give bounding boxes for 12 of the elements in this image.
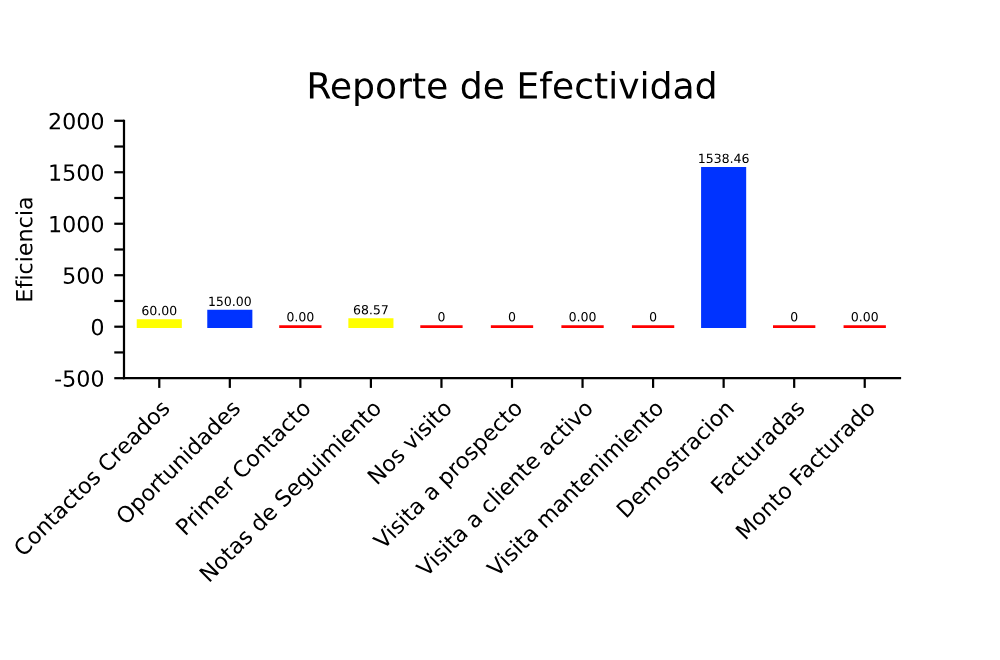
y-tick-label: 1500 [50, 164, 104, 182]
chart-title: Reporte de Efectividad [309, 71, 715, 107]
y-tick-label: 0 [91, 318, 104, 336]
bar [348, 318, 394, 329]
y-tick-label: 2000 [49, 112, 104, 130]
y-axis-title: Eficiencia [15, 198, 33, 301]
bar [701, 166, 747, 329]
y-tick-label: 1000 [50, 215, 104, 233]
bar [207, 309, 253, 329]
bar [136, 319, 182, 329]
y-tick-label: -500 [55, 370, 104, 387]
y-tick-label: 500 [63, 267, 104, 284]
